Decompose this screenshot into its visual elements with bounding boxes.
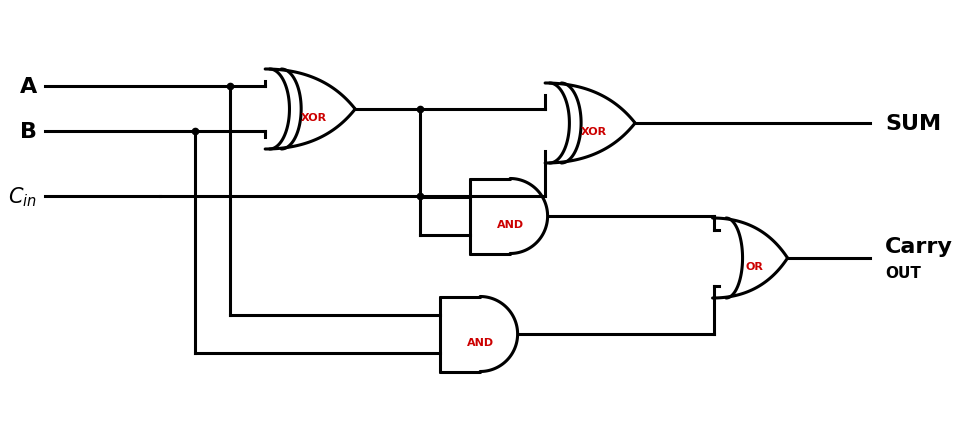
Text: AND: AND bbox=[467, 337, 493, 347]
Text: B: B bbox=[21, 122, 37, 142]
Text: SUM: SUM bbox=[884, 114, 940, 134]
Text: XOR: XOR bbox=[301, 113, 327, 123]
Text: AND: AND bbox=[496, 219, 523, 230]
Text: A: A bbox=[20, 77, 37, 97]
Text: Carry: Carry bbox=[884, 236, 952, 256]
Text: XOR: XOR bbox=[580, 127, 606, 137]
Text: OR: OR bbox=[744, 262, 762, 271]
Text: OUT: OUT bbox=[884, 265, 920, 280]
Text: $C_{in}$: $C_{in}$ bbox=[8, 185, 37, 208]
